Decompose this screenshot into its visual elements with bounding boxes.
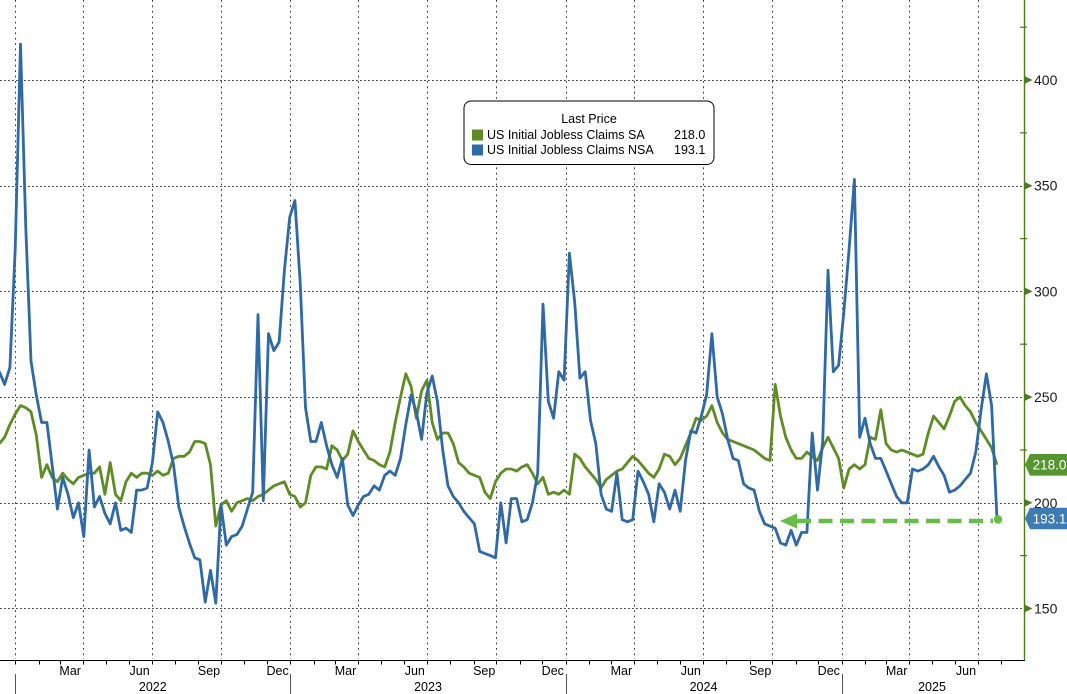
svg-text:US Initial Jobless Claims SA: US Initial Jobless Claims SA [487,128,645,142]
svg-text:2023: 2023 [414,680,442,694]
svg-text:Mar: Mar [335,664,357,678]
svg-text:US Initial Jobless Claims NSA: US Initial Jobless Claims NSA [487,143,654,157]
svg-text:Jun: Jun [956,664,976,678]
svg-text:400: 400 [1034,72,1058,88]
svg-text:Dec: Dec [542,664,564,678]
svg-text:Jun: Jun [405,664,425,678]
svg-text:350: 350 [1034,178,1058,194]
svg-text:Sep: Sep [473,664,495,678]
svg-text:218.0: 218.0 [674,128,705,142]
svg-text:Jun: Jun [130,664,150,678]
svg-text:150: 150 [1034,601,1058,617]
svg-text:Dec: Dec [818,664,840,678]
svg-text:Sep: Sep [198,664,220,678]
svg-text:193.1: 193.1 [674,143,705,157]
svg-text:2025: 2025 [918,680,946,694]
svg-text:300: 300 [1034,283,1058,299]
svg-text:193.1: 193.1 [1033,511,1067,526]
svg-text:Jun: Jun [681,664,701,678]
svg-text:218.0: 218.0 [1033,458,1067,473]
svg-text:250: 250 [1034,389,1058,405]
svg-text:Last Price: Last Price [561,112,617,126]
svg-text:Mar: Mar [611,664,633,678]
svg-text:2022: 2022 [139,680,167,694]
svg-text:2024: 2024 [690,680,718,694]
svg-text:200: 200 [1034,495,1058,511]
svg-text:Dec: Dec [266,664,288,678]
svg-text:Mar: Mar [886,664,908,678]
svg-text:Sep: Sep [749,664,771,678]
svg-text:Mar: Mar [59,664,81,678]
